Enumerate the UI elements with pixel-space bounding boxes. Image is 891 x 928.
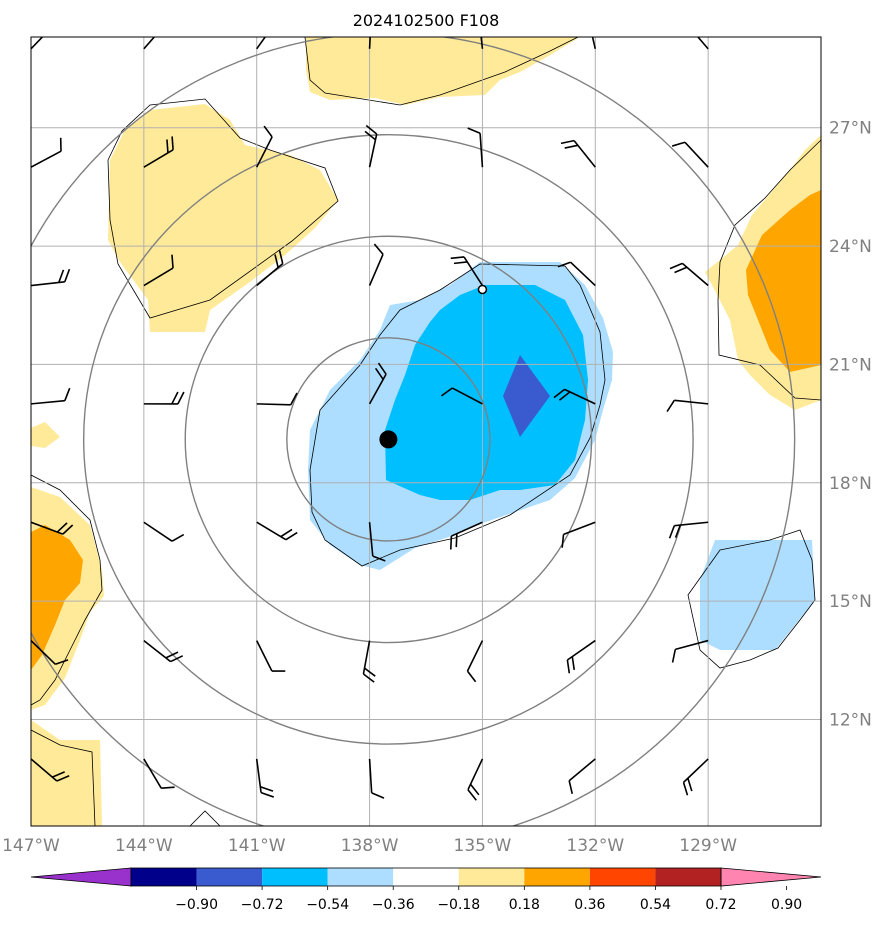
- longitude-tick-label: 141°W: [228, 836, 286, 856]
- longitude-tick-label: 144°W: [115, 836, 173, 856]
- colorbar-tick-label: 0.72: [705, 897, 736, 913]
- colorbar-tick-label: 0.18: [509, 897, 540, 913]
- colorbar-tick-label: −0.90: [175, 897, 218, 913]
- longitude-tick-labels: 147°W 144°W 141°W 138°W 135°W 132°W 129°W: [2, 836, 737, 856]
- colorbar-bin: [328, 868, 394, 886]
- reference-point-marker: [478, 285, 486, 293]
- colorbar-tick-label: 0.90: [771, 897, 802, 913]
- latitude-tick-label: 12°N: [829, 710, 872, 730]
- latitude-tick-label: 27°N: [829, 119, 872, 139]
- longitude-tick-label: 132°W: [566, 836, 624, 856]
- colorbar-bin: [655, 868, 721, 886]
- colorbar-tick-label: −0.18: [437, 897, 480, 913]
- latitude-tick-label: 18°N: [829, 474, 872, 494]
- colorbar-bin: [590, 868, 656, 886]
- colorbar-tick-label: 0.54: [640, 897, 671, 913]
- colorbar-bin: [131, 868, 197, 886]
- colorbar-tick-label: −0.72: [241, 897, 284, 913]
- colorbar-tick-label: −0.36: [372, 897, 415, 913]
- storm-center-marker: [379, 430, 397, 448]
- longitude-tick-label: 135°W: [454, 836, 512, 856]
- colorbar: −0.90 −0.72 −0.54 −0.36 −0.18 0.18 0.36 0.54 0.7…: [31, 868, 821, 913]
- colorbar-bin: [393, 868, 459, 886]
- latitude-tick-label: 15°N: [829, 592, 872, 612]
- colorbar-bin: [524, 868, 590, 886]
- longitude-tick-label: 138°W: [341, 836, 399, 856]
- colorbar-bin: [197, 868, 263, 886]
- longitude-tick-label: 147°W: [2, 836, 60, 856]
- colorbar-tick-label: −0.54: [306, 897, 349, 913]
- colorbar-tick-label: 0.36: [574, 897, 605, 913]
- figure-title: 2024102500 F108: [353, 11, 500, 30]
- colorbar-bin: [459, 868, 525, 886]
- colorbar-extend-low: [31, 868, 131, 886]
- colorbar-extend-high: [721, 868, 821, 886]
- latitude-tick-label: 21°N: [829, 355, 872, 375]
- latitude-tick-label: 24°N: [829, 237, 872, 257]
- latitude-tick-labels: 27°N 24°N 21°N 18°N 15°N 12°N: [829, 119, 872, 731]
- colorbar-bin: [262, 868, 328, 886]
- longitude-tick-label: 129°W: [679, 836, 737, 856]
